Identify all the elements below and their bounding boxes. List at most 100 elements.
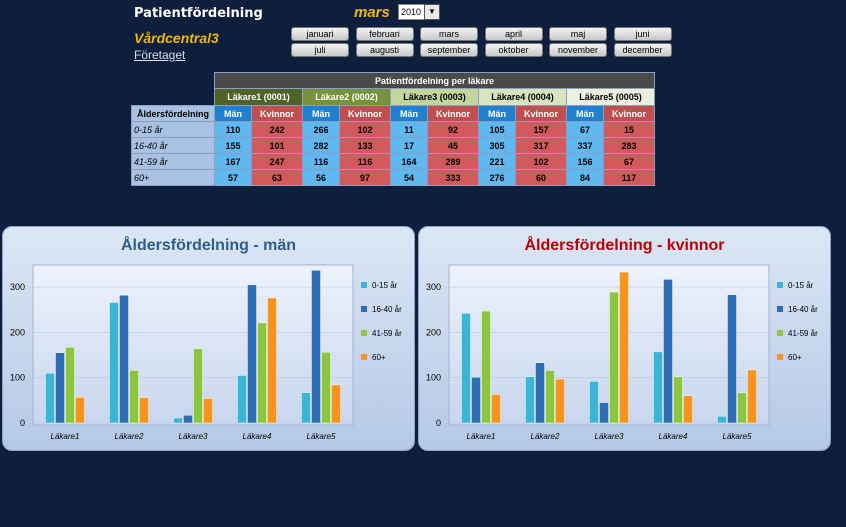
table-cell: 156 bbox=[566, 153, 604, 170]
chart-title-men: Åldersfördelning - män bbox=[120, 237, 297, 254]
legend-label: 60+ bbox=[372, 353, 386, 362]
bar bbox=[311, 270, 321, 424]
table-cell: 282 bbox=[302, 137, 340, 154]
month-button-december[interactable]: december bbox=[613, 43, 672, 57]
table-cell: 63 bbox=[251, 169, 303, 186]
x-tick-label: Läkare5 bbox=[307, 432, 336, 441]
table-cell: 305 bbox=[478, 137, 516, 154]
table-cell: 102 bbox=[339, 121, 391, 138]
table-cell: 57 bbox=[214, 169, 252, 186]
legend-swatch bbox=[361, 306, 367, 312]
table-row: 41-59 år 167 247 116 116 164 289 221 102 156 67 bbox=[131, 153, 655, 170]
y-tick-label: 100 bbox=[10, 373, 25, 383]
table-cell: 317 bbox=[515, 137, 567, 154]
table-cell: 167 bbox=[214, 153, 252, 170]
bar bbox=[673, 376, 683, 424]
doctor-header: Läkare1 (0001) bbox=[214, 88, 303, 106]
month-button-februari[interactable]: februari bbox=[355, 27, 414, 41]
table-cell: 54 bbox=[390, 169, 428, 186]
bar bbox=[173, 417, 183, 424]
women-header: Kvinnor bbox=[251, 105, 303, 122]
y-tick-label: 200 bbox=[10, 327, 25, 337]
bar bbox=[609, 291, 619, 424]
y-tick-label: 0 bbox=[20, 418, 25, 428]
table-cell: 11 bbox=[390, 121, 428, 138]
table-cell: 67 bbox=[603, 153, 655, 170]
bar bbox=[139, 397, 149, 424]
age-group-label: 41-59 år bbox=[131, 153, 215, 170]
bar bbox=[525, 376, 535, 424]
month-button-augusti[interactable]: augusti bbox=[355, 43, 414, 57]
table-cell: 283 bbox=[603, 137, 655, 154]
month-button-maj[interactable]: maj bbox=[549, 27, 607, 41]
legend-swatch bbox=[777, 330, 783, 336]
legend-label: 41-59 år bbox=[788, 329, 818, 338]
legend-label: 0-15 år bbox=[372, 281, 398, 290]
bar bbox=[203, 398, 213, 424]
x-tick-label: Läkare4 bbox=[243, 432, 272, 441]
bar bbox=[129, 370, 139, 424]
table-cell: 110 bbox=[214, 121, 252, 138]
table-cell: 247 bbox=[251, 153, 303, 170]
legend-label: 41-59 år bbox=[372, 329, 402, 338]
table-row: 16-40 år 155 101 282 133 17 45 305 317 337 283 bbox=[131, 137, 655, 154]
company-link[interactable]: Företaget bbox=[134, 48, 186, 62]
month-button-november[interactable]: november bbox=[549, 43, 607, 57]
month-button-juni[interactable]: juni bbox=[613, 27, 672, 41]
doctor-header: Läkare5 (0005) bbox=[566, 88, 655, 106]
table-title: Patientfördelning per läkare bbox=[214, 72, 655, 89]
month-button-april[interactable]: april bbox=[484, 27, 543, 41]
y-tick-label: 0 bbox=[436, 418, 441, 428]
y-tick-label: 300 bbox=[426, 282, 441, 292]
bar bbox=[65, 347, 75, 424]
month-button-januari[interactable]: januari bbox=[291, 27, 349, 41]
month-button-oktober[interactable]: oktober bbox=[484, 43, 543, 57]
women-header: Kvinnor bbox=[603, 105, 655, 122]
table-cell: 60 bbox=[515, 169, 567, 186]
age-group-label: 16-40 år bbox=[131, 137, 215, 154]
table-cell: 337 bbox=[566, 137, 604, 154]
y-tick-label: 200 bbox=[426, 327, 441, 337]
bar bbox=[119, 295, 129, 424]
legend-label: 16-40 år bbox=[788, 305, 818, 314]
bar bbox=[737, 392, 747, 424]
women-header: Kvinnor bbox=[339, 105, 391, 122]
bar bbox=[237, 375, 247, 424]
table-cell: 15 bbox=[603, 121, 655, 138]
month-button-juli[interactable]: juli bbox=[291, 43, 349, 57]
year-select[interactable]: 2010 bbox=[398, 4, 426, 20]
month-button-september[interactable]: september bbox=[420, 43, 478, 57]
bar bbox=[257, 322, 267, 424]
bar bbox=[55, 352, 65, 424]
chevron-down-icon[interactable]: ▼ bbox=[424, 4, 440, 20]
bar bbox=[545, 370, 555, 424]
table-cell: 276 bbox=[478, 169, 516, 186]
age-group-label: 0-15 år bbox=[131, 121, 215, 138]
bar bbox=[481, 310, 491, 424]
page-title: Patientfördelning bbox=[134, 6, 263, 21]
selected-month: mars bbox=[354, 4, 390, 21]
legend-swatch bbox=[777, 282, 783, 288]
chart-panel-men: Åldersfördelning - män 0 100 200 300 Läkare1… bbox=[2, 226, 415, 451]
table-row: 0-15 år 110 242 266 102 11 92 105 157 67 15 bbox=[131, 121, 655, 138]
legend-label: 16-40 år bbox=[372, 305, 402, 314]
chart-panel-women: Åldersfördelning - kvinnor 0 100 200 300 Läk… bbox=[418, 226, 831, 451]
plot-area bbox=[32, 264, 354, 426]
bar bbox=[491, 394, 501, 424]
bar bbox=[247, 284, 257, 424]
doctor-header: Läkare2 (0002) bbox=[302, 88, 391, 106]
men-header: Män bbox=[302, 105, 340, 122]
table-cell: 45 bbox=[427, 137, 479, 154]
bar bbox=[589, 381, 599, 424]
men-header: Män bbox=[390, 105, 428, 122]
table-cell: 164 bbox=[390, 153, 428, 170]
month-button-mars[interactable]: mars bbox=[420, 27, 478, 41]
table-cell: 289 bbox=[427, 153, 479, 170]
men-header: Män bbox=[214, 105, 252, 122]
x-tick-label: Läkare2 bbox=[531, 432, 560, 441]
x-tick-label: Läkare3 bbox=[179, 432, 208, 441]
table-cell: 67 bbox=[566, 121, 604, 138]
bar bbox=[109, 302, 119, 424]
legend-label: 60+ bbox=[788, 353, 802, 362]
legend-swatch bbox=[361, 330, 367, 336]
